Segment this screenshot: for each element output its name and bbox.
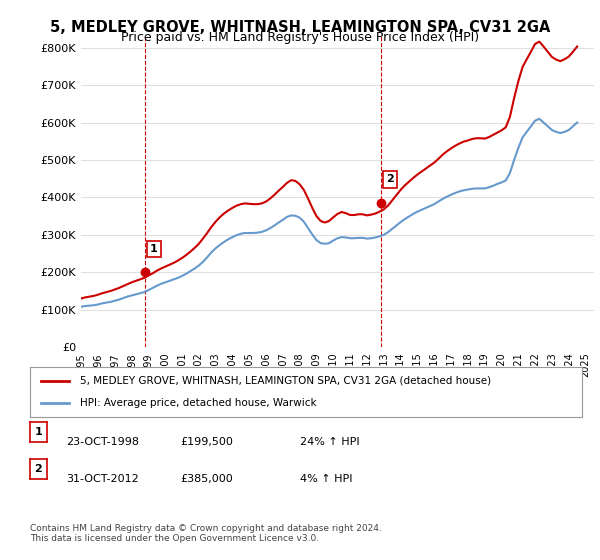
Text: £199,500: £199,500 (180, 437, 233, 447)
Text: Price paid vs. HM Land Registry's House Price Index (HPI): Price paid vs. HM Land Registry's House … (121, 31, 479, 44)
Text: 31-OCT-2012: 31-OCT-2012 (66, 474, 139, 484)
Text: 1: 1 (35, 427, 42, 437)
Text: 23-OCT-1998: 23-OCT-1998 (66, 437, 139, 447)
Text: £385,000: £385,000 (180, 474, 233, 484)
Text: HPI: Average price, detached house, Warwick: HPI: Average price, detached house, Warw… (80, 398, 316, 408)
Text: 24% ↑ HPI: 24% ↑ HPI (300, 437, 359, 447)
Text: 2: 2 (386, 174, 394, 184)
Text: Contains HM Land Registry data © Crown copyright and database right 2024.
This d: Contains HM Land Registry data © Crown c… (30, 524, 382, 543)
Text: 5, MEDLEY GROVE, WHITNASH, LEAMINGTON SPA, CV31 2GA (detached house): 5, MEDLEY GROVE, WHITNASH, LEAMINGTON SP… (80, 376, 491, 386)
Text: 5, MEDLEY GROVE, WHITNASH, LEAMINGTON SPA, CV31 2GA: 5, MEDLEY GROVE, WHITNASH, LEAMINGTON SP… (50, 20, 550, 35)
Text: 4% ↑ HPI: 4% ↑ HPI (300, 474, 353, 484)
Text: 1: 1 (150, 244, 158, 254)
Text: 2: 2 (35, 464, 42, 474)
